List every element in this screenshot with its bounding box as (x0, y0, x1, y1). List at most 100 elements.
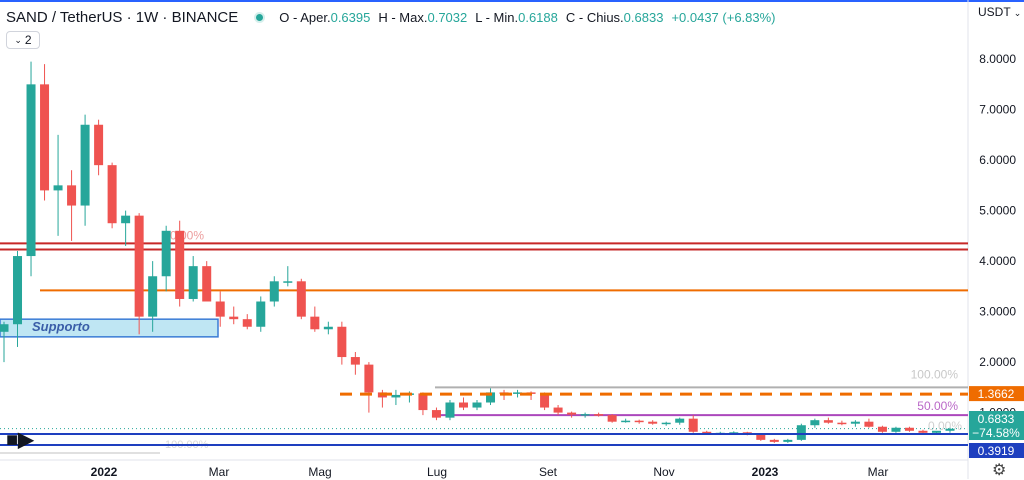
candle-body[interactable] (323, 326, 333, 330)
candle-body[interactable] (810, 420, 820, 426)
candle-body[interactable] (269, 281, 279, 302)
price-axis-tag (969, 425, 1024, 440)
candle-body[interactable] (540, 393, 550, 408)
candle-body[interactable] (202, 266, 212, 302)
candle-body[interactable] (688, 418, 698, 432)
currency-selector[interactable]: USDT ⌄ (978, 5, 1022, 19)
candle-body[interactable] (702, 431, 712, 434)
candle-body[interactable] (310, 316, 320, 330)
candle-body[interactable] (445, 402, 455, 418)
candle-body[interactable] (594, 414, 604, 416)
candle-body[interactable] (67, 185, 77, 206)
candle-body[interactable] (823, 420, 833, 423)
y-tick-label: 5.0000 (979, 204, 1016, 218)
fib-100-label: 100.00% (911, 367, 959, 381)
candle-body[interactable] (513, 392, 523, 394)
price-axis-tag (969, 386, 1024, 402)
y-tick-label: 8.0000 (979, 52, 1016, 66)
candle-body[interactable] (0, 324, 9, 332)
candle-body[interactable] (161, 230, 171, 277)
candle-body[interactable] (337, 326, 347, 358)
ohlc-low: L - Min.0.6188 (475, 9, 558, 25)
candle-body[interactable] (350, 357, 360, 365)
y-tick-label: 2.0000 (979, 355, 1016, 369)
candle-body[interactable] (13, 256, 23, 325)
candle-body[interactable] (877, 426, 887, 432)
candle-body[interactable] (918, 430, 928, 433)
candle-body[interactable] (756, 434, 766, 440)
chart-header: SAND / TetherUS · 1W · BINANCE O - Aper.… (6, 6, 784, 28)
candle-body[interactable] (931, 430, 941, 433)
candle-body[interactable] (107, 165, 117, 224)
candle-body[interactable] (26, 84, 36, 257)
indicators-toggle[interactable]: ⌄ 2 (6, 31, 40, 49)
candle-body[interactable] (391, 394, 401, 398)
candle-body[interactable] (458, 402, 468, 408)
x-tick-label: Mar (209, 465, 230, 479)
candle-body[interactable] (796, 425, 806, 440)
chevron-down-icon: ⌄ (14, 34, 22, 45)
candle-body[interactable] (945, 428, 955, 431)
x-tick-label: 2022 (91, 465, 118, 479)
candle-body[interactable] (148, 276, 158, 317)
candle-body[interactable] (364, 364, 374, 393)
y-tick-label: 6.0000 (979, 153, 1016, 167)
candle-body[interactable] (431, 410, 441, 418)
candle-body[interactable] (607, 415, 617, 422)
candle-body[interactable] (634, 420, 644, 423)
candle-body[interactable] (783, 439, 793, 442)
market-status-icon (254, 11, 266, 23)
chevron-down-icon: ⌄ (1013, 8, 1022, 18)
candle-body[interactable] (256, 301, 266, 327)
candle-body[interactable] (418, 393, 428, 411)
x-tick-label: Set (539, 465, 558, 479)
candle-body[interactable] (648, 421, 658, 424)
candle-body[interactable] (53, 185, 63, 191)
candle-body[interactable] (296, 281, 306, 317)
support-label: Supporto (32, 319, 90, 334)
candle-body[interactable] (621, 420, 631, 423)
fib-50-label: 50.00% (917, 399, 958, 413)
candle-body[interactable] (134, 215, 144, 317)
candle-body[interactable] (891, 427, 901, 432)
candle-body[interactable] (94, 124, 104, 166)
candle-body[interactable] (215, 301, 225, 317)
candle-body[interactable] (769, 439, 779, 442)
y-tick-label: 3.0000 (979, 305, 1016, 319)
tradingview-logo: ■▶ (6, 429, 35, 451)
candle-body[interactable] (553, 407, 563, 413)
ohlc-high: H - Max.0.7032 (378, 9, 468, 25)
candle-body[interactable] (580, 414, 590, 416)
price-axis-tag-label: 0.3919 (978, 444, 1015, 458)
gear-icon[interactable]: ⚙ (992, 462, 1007, 479)
y-tick-label: 7.0000 (979, 103, 1016, 117)
candle-body[interactable] (40, 84, 50, 191)
x-tick-label: Lug (427, 465, 447, 479)
candle-body[interactable] (80, 124, 90, 206)
symbol-title[interactable]: SAND / TetherUS · 1W · BINANCE (6, 8, 239, 26)
support-zone[interactable] (0, 318, 219, 338)
candle-body[interactable] (121, 215, 131, 224)
candle-body[interactable] (188, 266, 198, 299)
x-tick-label: 2023 (752, 465, 779, 479)
candle-body[interactable] (864, 421, 874, 427)
price-axis-tag-label: 0.6833 (978, 412, 1015, 426)
ohlc-close: C - Chius.0.6833 (565, 9, 664, 25)
candle-body[interactable] (661, 422, 671, 425)
candle-body[interactable] (567, 412, 577, 415)
price-axis-tag-label: 1.3662 (978, 387, 1015, 401)
candle-body[interactable] (229, 316, 239, 320)
candle-body[interactable] (850, 421, 860, 424)
candle-body[interactable] (283, 281, 293, 283)
candle-body[interactable] (837, 422, 847, 425)
candle-body[interactable] (486, 392, 496, 403)
candle-body[interactable] (904, 427, 914, 431)
candle-body[interactable] (242, 319, 252, 327)
price-axis-tag-label: −74.58% (972, 426, 1020, 440)
candle-body[interactable] (472, 402, 482, 408)
price-axis-tag (969, 411, 1024, 426)
candle-body[interactable] (675, 418, 685, 423)
candle-body[interactable] (175, 230, 185, 299)
